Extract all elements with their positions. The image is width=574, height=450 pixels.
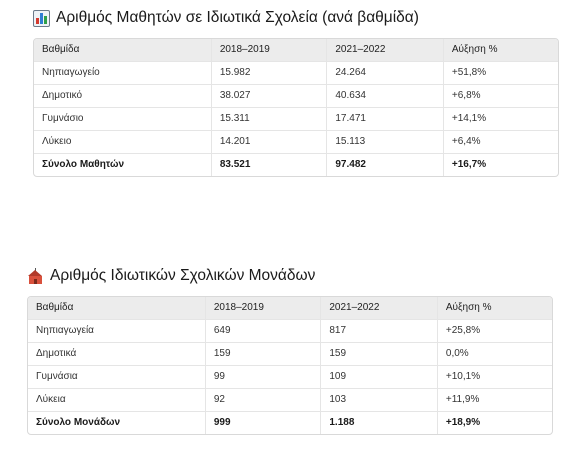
column-header: Αύξηση %	[436, 297, 552, 319]
cell-level: Σύνολο Μονάδων	[28, 410, 206, 434]
column-header: Βαθμίδα	[36, 302, 74, 314]
students-title: Αριθμός Μαθητών σε Ιδιωτικά Σχολεία (ανά…	[33, 6, 559, 30]
table-header-row: Βαθμίδα 2018–2019 2021–2022 Αύξηση %	[34, 39, 558, 61]
school-icon	[27, 267, 44, 285]
cell-2018: 15.982	[210, 60, 327, 84]
column-header: 2018–2019	[210, 39, 327, 61]
cell-2021: 40.634	[326, 83, 444, 107]
cell-2021: 17.471	[326, 106, 444, 130]
table-header-row: Βαθμίδα 2018–2019 2021–2022 Αύξηση %	[28, 297, 552, 319]
table-row: Λύκεια 92 103 +11,9%	[28, 387, 552, 411]
cell-growth: 0,0%	[436, 341, 552, 365]
cell-growth: +6,4%	[442, 129, 558, 153]
cell-level: Γυμνάσιο	[34, 106, 212, 130]
column-header: Αύξηση %	[442, 39, 558, 61]
cell-level: Νηπιαγωγείο	[34, 60, 212, 84]
cell-2021: 159	[320, 341, 438, 365]
column-header: Βαθμίδα	[42, 44, 80, 56]
cell-2021: 109	[320, 364, 438, 388]
cell-growth: +6,8%	[442, 83, 558, 107]
cell-level: Δημοτικό	[34, 83, 212, 107]
cell-growth: +18,9%	[436, 410, 552, 434]
cell-level: Λύκεια	[28, 387, 206, 411]
column-header: 2021–2022	[326, 39, 444, 61]
cell-2018: 14.201	[210, 129, 327, 153]
column-header: 2018–2019	[204, 297, 321, 319]
cell-growth: +14,1%	[442, 106, 558, 130]
total-row: Σύνολο Μαθητών 83.521 97.482 +16,7%	[34, 152, 558, 176]
table-row: Γυμνάσιο 15.311 17.471 +14,1%	[34, 106, 558, 130]
units-title: Αριθμός Ιδιωτικών Σχολικών Μονάδων	[27, 264, 553, 288]
cell-2021: 817	[320, 318, 438, 342]
cell-growth: +11,9%	[436, 387, 552, 411]
cell-level: Δημοτικά	[28, 341, 206, 365]
cell-level: Νηπιαγωγεία	[28, 318, 206, 342]
table-row: Δημοτικό 38.027 40.634 +6,8%	[34, 83, 558, 107]
cell-2021: 24.264	[326, 60, 444, 84]
cell-growth: +25,8%	[436, 318, 552, 342]
units-section: Αριθμός Ιδιωτικών Σχολικών Μονάδων Βαθμί…	[27, 264, 553, 435]
cell-growth: +51,8%	[442, 60, 558, 84]
cell-level: Γυμνάσια	[28, 364, 206, 388]
cell-level: Σύνολο Μαθητών	[34, 152, 212, 176]
column-header: 2021–2022	[320, 297, 438, 319]
cell-2018: 83.521	[210, 152, 327, 176]
cell-2018: 15.311	[210, 106, 327, 130]
table-row: Λύκειο 14.201 15.113 +6,4%	[34, 129, 558, 153]
bar-chart-icon	[33, 9, 50, 27]
cell-growth: +10,1%	[436, 364, 552, 388]
cell-growth: +16,7%	[442, 152, 558, 176]
cell-2021: 103	[320, 387, 438, 411]
cell-2018: 99	[204, 364, 321, 388]
table-row: Γυμνάσια 99 109 +10,1%	[28, 364, 552, 388]
cell-2018: 159	[204, 341, 321, 365]
table-row: Νηπιαγωγεία 649 817 +25,8%	[28, 318, 552, 342]
cell-2018: 38.027	[210, 83, 327, 107]
cell-2018: 649	[204, 318, 321, 342]
units-table: Βαθμίδα 2018–2019 2021–2022 Αύξηση % Νηπ…	[27, 296, 553, 435]
cell-2018: 999	[204, 410, 321, 434]
students-table: Βαθμίδα 2018–2019 2021–2022 Αύξηση % Νηπ…	[33, 38, 559, 177]
cell-2021: 97.482	[326, 152, 444, 176]
cell-level: Λύκειο	[34, 129, 212, 153]
students-section: Αριθμός Μαθητών σε Ιδιωτικά Σχολεία (ανά…	[33, 6, 559, 177]
students-title-text: Αριθμός Μαθητών σε Ιδιωτικά Σχολεία (ανά…	[56, 9, 419, 26]
cell-2021: 15.113	[326, 129, 444, 153]
units-title-text: Αριθμός Ιδιωτικών Σχολικών Μονάδων	[50, 267, 316, 284]
table-row: Νηπιαγωγείο 15.982 24.264 +51,8%	[34, 60, 558, 84]
cell-2021: 1.188	[320, 410, 438, 434]
table-row: Δημοτικά 159 159 0,0%	[28, 341, 552, 365]
total-row: Σύνολο Μονάδων 999 1.188 +18,9%	[28, 410, 552, 434]
cell-2018: 92	[204, 387, 321, 411]
